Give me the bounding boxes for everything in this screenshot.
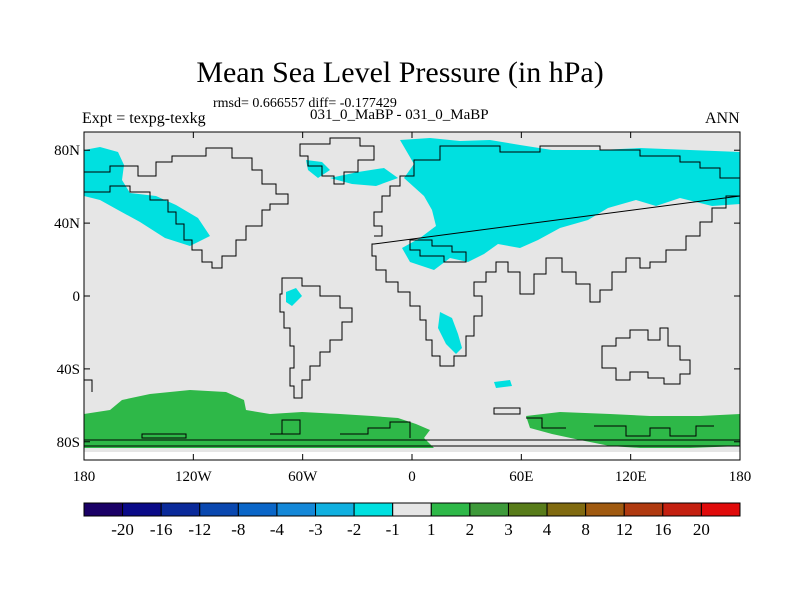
colorbar-label: -8	[231, 520, 245, 539]
center-label: 031_0_MaBP - 031_0_MaBP	[310, 107, 489, 123]
colorbar-label: 16	[654, 520, 671, 539]
lon-tick-label: 60E	[509, 469, 533, 485]
colorbar-label: 2	[466, 520, 475, 539]
arctic-low	[306, 160, 330, 178]
colorbar-label: -4	[270, 520, 285, 539]
eurasia-africa-outline	[371, 145, 740, 367]
colorbar-label: -2	[347, 520, 361, 539]
eurasia-low	[400, 138, 740, 270]
colorbar: -20 -16 -12 -8 -4 -3 -2 -1 1 2 3 4 8 12 16 20	[83, 502, 741, 539]
season-label: ANN	[705, 110, 740, 127]
lat-tick-label: 40S	[57, 362, 80, 378]
greenland-outline	[299, 137, 375, 185]
colorbar-swatch	[469, 502, 509, 517]
colorbar-swatch	[160, 502, 201, 517]
colorbar-label: 3	[504, 520, 513, 539]
latitude-axis: 80N 40N 0 40S 80S	[54, 143, 740, 451]
lon-tick-label: 120W	[175, 469, 213, 485]
colorbar-label: -20	[111, 520, 134, 539]
south-america-outline	[279, 277, 353, 399]
lat-tick-label: 80N	[54, 143, 80, 159]
colorbar-label: 20	[693, 520, 710, 539]
lat-tick-label: 80S	[57, 435, 80, 451]
colorbar-swatch	[546, 502, 587, 517]
southern-islands-outline	[84, 379, 521, 415]
lat-tick-label: 40N	[54, 216, 80, 232]
colorbar-swatch	[353, 502, 394, 517]
lon-tick-label: 180	[729, 469, 752, 485]
plot-title: Mean Sea Level Pressure (in hPa)	[196, 56, 604, 89]
colorbar-swatch	[623, 502, 664, 517]
madagascar-low	[438, 312, 462, 354]
stats-label: rmsd= 0.666557 diff= -0.177429	[213, 96, 397, 111]
colorbar-label: 4	[543, 520, 552, 539]
colorbar-label: -12	[188, 520, 211, 539]
colorbar-swatch	[585, 502, 625, 517]
colorbar-swatch	[83, 502, 124, 517]
lon-tick-label: 180	[73, 469, 96, 485]
colorbar-swatch	[315, 502, 355, 517]
antarctica-outline	[84, 417, 740, 447]
colorbar-swatch	[199, 502, 239, 517]
coastlines	[84, 137, 740, 447]
colorbar-label: 8	[581, 520, 590, 539]
map-panel	[84, 132, 740, 460]
colorbar-swatch	[430, 502, 471, 517]
lon-tick-label: 60W	[288, 469, 318, 485]
colorbar-swatch	[662, 502, 702, 517]
colorbar-label: -16	[150, 520, 173, 539]
antarctic-high-east	[526, 412, 740, 448]
colorbar-label: -3	[308, 520, 322, 539]
colorbar-swatch	[392, 502, 432, 517]
colorbar-label: -1	[386, 520, 400, 539]
colorbar-swatch	[700, 502, 741, 517]
greenland-sea-low	[330, 168, 398, 186]
colorbar-swatch	[237, 502, 278, 517]
southern-ocean-low	[494, 380, 512, 388]
lat-tick-label: 0	[73, 289, 81, 305]
colorbar-swatch	[507, 502, 548, 517]
lon-tick-label: 120E	[615, 469, 647, 485]
longitude-axis: 180 120W 60W 0 60E 120E 180	[73, 132, 752, 485]
negative-anomaly-regions	[84, 138, 740, 388]
experiment-label: Expt = texpg-texkg	[82, 110, 206, 127]
colorbar-swatch	[122, 502, 162, 517]
north-america-outline	[84, 147, 289, 269]
colorbar-label: 1	[427, 520, 436, 539]
south-america-low	[286, 288, 302, 306]
mediterranean-outline	[409, 239, 467, 263]
lon-tick-label: 0	[408, 469, 416, 485]
australia-outline	[601, 327, 691, 385]
colorbar-swatch	[276, 502, 317, 517]
north-america-low	[84, 147, 210, 246]
colorbar-label: 12	[616, 520, 633, 539]
